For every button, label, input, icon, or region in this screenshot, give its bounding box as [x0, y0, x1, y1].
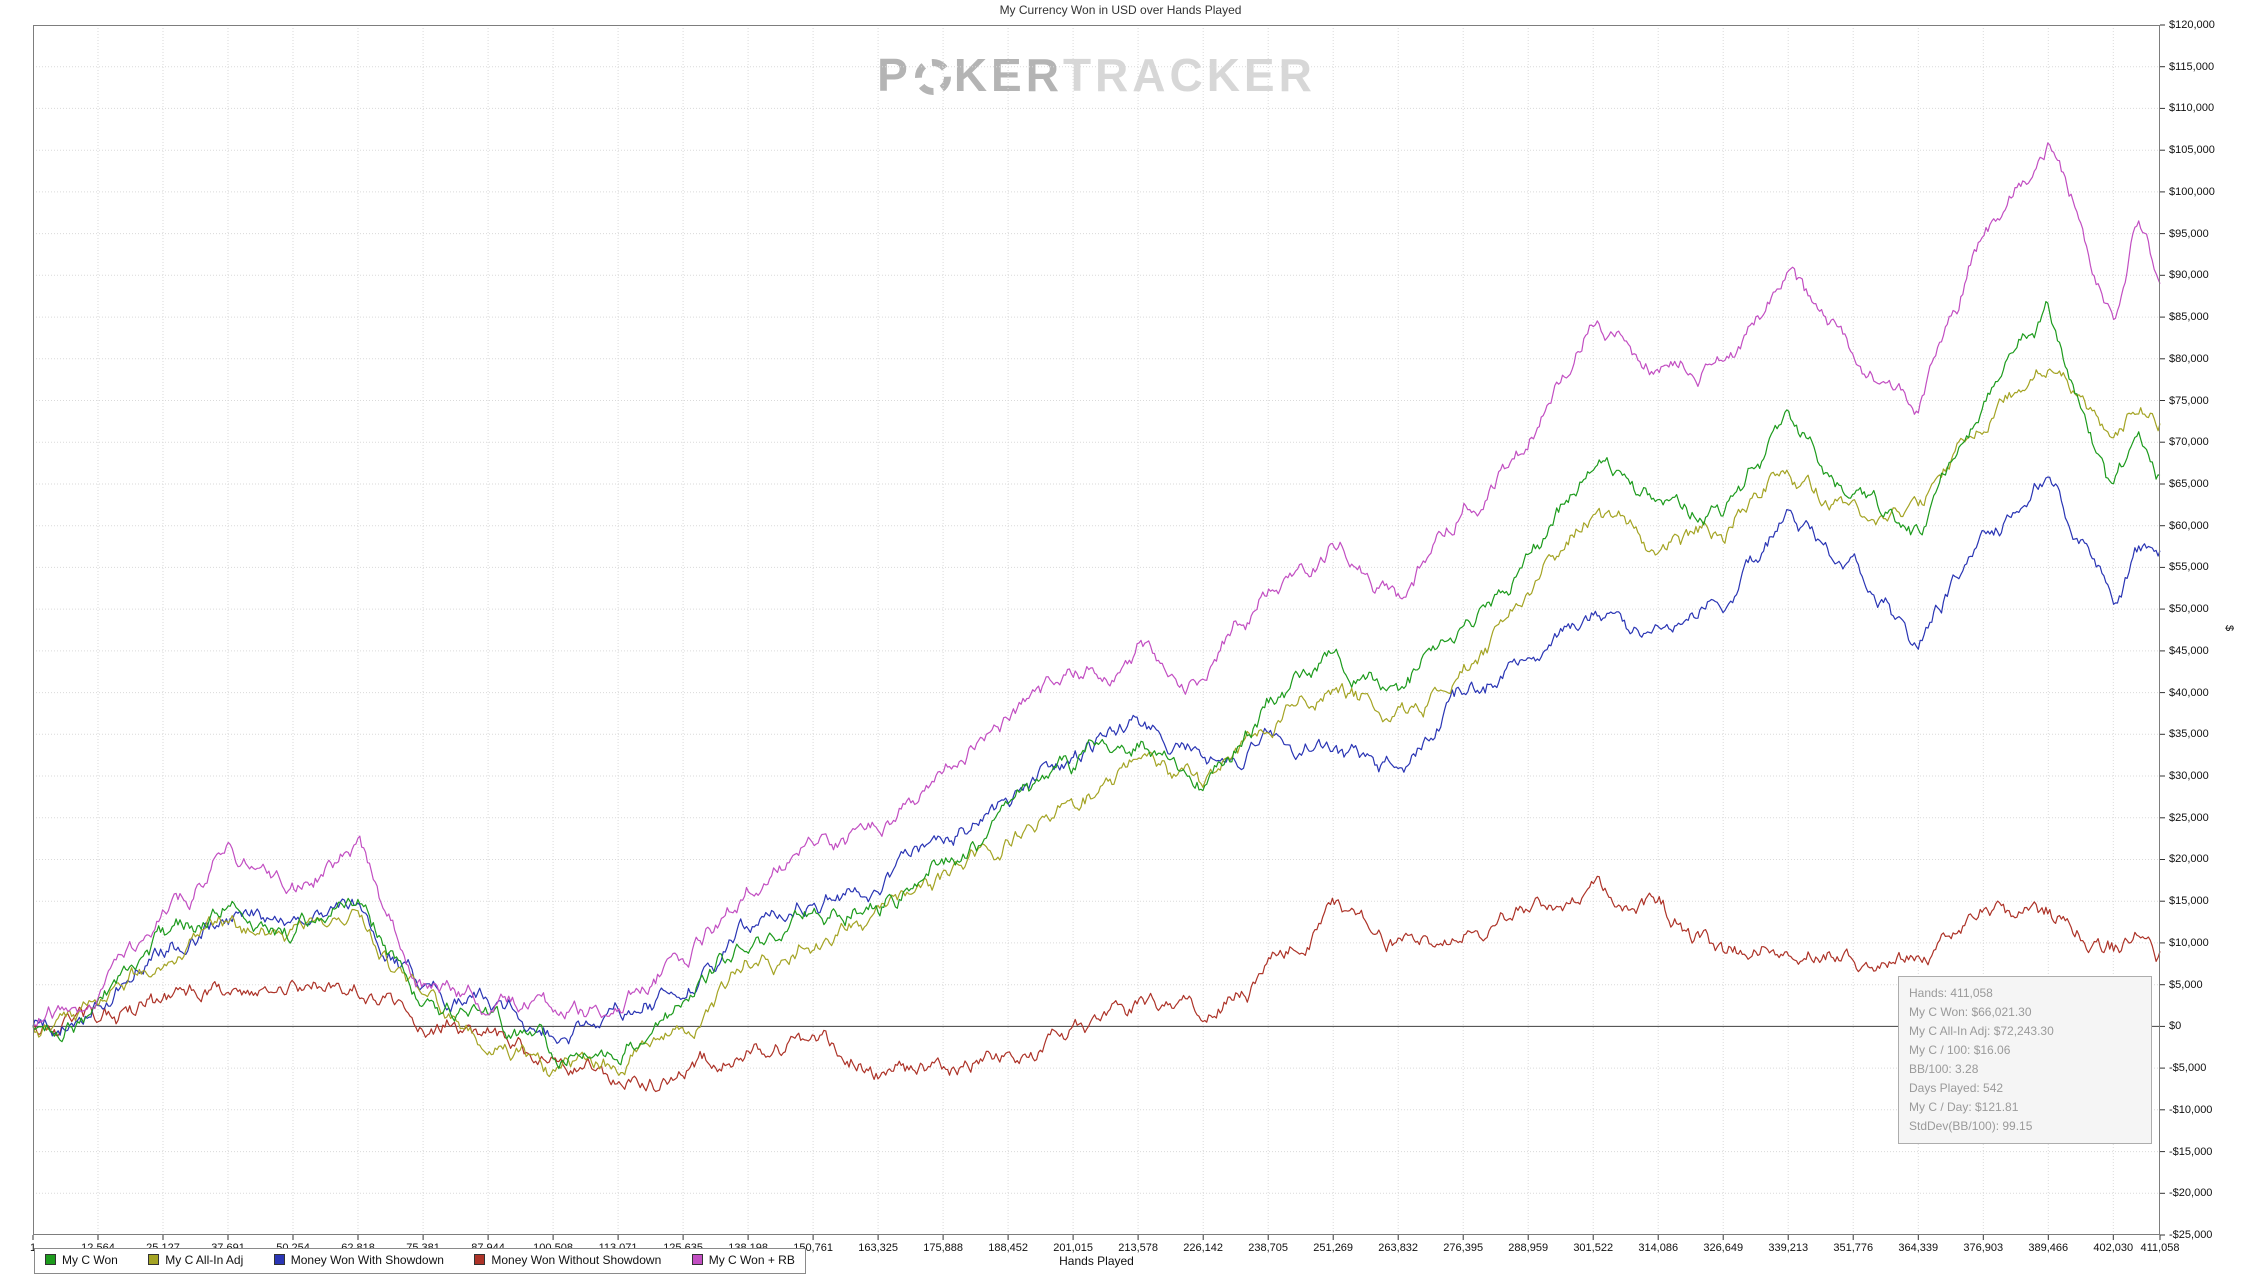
legend-label: Money Won With Showdown	[290, 1252, 444, 1267]
y-tick-label: $110,000	[2169, 102, 2215, 115]
y-tick-label: $70,000	[2169, 436, 2209, 449]
stats-line-my-c-100: My C / 100: $16.06	[1909, 1043, 2011, 1057]
y-tick-label: $5,000	[2169, 978, 2203, 991]
x-tick-label: 288,959	[1508, 1242, 1549, 1254]
y-tick-label: $90,000	[2169, 269, 2209, 282]
x-axis-title: Hands Played	[1059, 1254, 1134, 1268]
legend-item-rb[interactable]: My C Won + RB	[691, 1252, 795, 1267]
y-tick-label: $105,000	[2169, 144, 2215, 157]
legend-swatch-all-in-adj	[148, 1254, 160, 1265]
y-tick-label: -$20,000	[2169, 1187, 2213, 1200]
poker-chip-icon	[914, 59, 951, 95]
x-tick-label: 201,015	[1053, 1242, 1093, 1254]
y-tick-label: $40,000	[2169, 686, 2209, 699]
y-tick-label: $80,000	[2169, 352, 2209, 365]
x-tick-label: 339,213	[1768, 1242, 1809, 1254]
y-tick-label: $115,000	[2169, 60, 2215, 73]
x-tick-label: 301,522	[1573, 1242, 1614, 1254]
x-tick-label: 376,903	[1963, 1242, 2004, 1254]
y-tick-label: $0	[2169, 1020, 2182, 1033]
legend: My C Won My C All-In Adj Money Won With …	[34, 1248, 806, 1274]
legend-label: My C All-In Adj	[165, 1252, 244, 1267]
y-tick-label: $35,000	[2169, 728, 2209, 741]
y-tick-label: $100,000	[2169, 185, 2215, 198]
legend-item-all-in-adj[interactable]: My C All-In Adj	[148, 1253, 243, 1267]
x-tick-label: 351,776	[1833, 1242, 1874, 1254]
legend-swatch-with-showdown	[273, 1254, 285, 1265]
watermark-p: P	[877, 49, 912, 101]
y-tick-label: $25,000	[2169, 811, 2209, 824]
x-tick-label: 364,339	[1898, 1242, 1939, 1254]
legend-swatch-my-c-won	[45, 1254, 56, 1265]
x-tick-label: 389,466	[2028, 1242, 2069, 1254]
stats-line-all-in-adj: My C All-In Adj: $72,243.30	[1909, 1024, 2054, 1038]
stats-line-hands: Hands: 411,058	[1909, 986, 1993, 1000]
y-tick-label: $20,000	[2169, 853, 2209, 866]
y-tick-label: $85,000	[2169, 311, 2209, 324]
y-tick-label: $10,000	[2169, 936, 2209, 949]
stats-line-stddev: StdDev(BB/100): 99.15	[1909, 1119, 2033, 1133]
x-tick-label: 175,888	[923, 1242, 963, 1254]
y-tick-label: $55,000	[2169, 561, 2209, 574]
y-tick-label: $75,000	[2169, 394, 2209, 407]
stats-tooltip: Hands: 411,058 My C Won: $66,021.30 My C…	[1898, 976, 2152, 1144]
x-tick-label: 263,832	[1378, 1242, 1419, 1254]
y-tick-label: $15,000	[2169, 895, 2209, 908]
legend-swatch-without-showdown	[474, 1254, 486, 1265]
legend-item-with-showdown[interactable]: Money Won With Showdown	[273, 1252, 444, 1267]
stats-line-days-played: Days Played: 542	[1909, 1081, 2004, 1095]
stats-line-my-c-won: My C Won: $66,021.30	[1909, 1005, 2032, 1019]
x-tick-label: 276,395	[1443, 1242, 1484, 1254]
x-tick-label: 314,086	[1638, 1242, 1679, 1254]
x-tick-label: 402,030	[2093, 1242, 2134, 1254]
y-tick-label: -$10,000	[2169, 1103, 2213, 1116]
y-tick-label: -$15,000	[2169, 1145, 2213, 1158]
stats-line-bb-100: BB/100: 3.28	[1909, 1062, 1979, 1076]
legend-label: Money Won Without Showdown	[491, 1252, 662, 1267]
legend-item-my-c-won[interactable]: My C Won	[45, 1253, 118, 1267]
legend-label: My C Won	[62, 1252, 118, 1267]
watermark-tracker: TRACKER	[1062, 49, 1316, 101]
x-tick-label: 1	[29, 1242, 37, 1254]
x-tick-label: 188,452	[988, 1242, 1028, 1254]
x-tick-label: 226,142	[1183, 1242, 1224, 1254]
x-tick-label: 251,269	[1313, 1242, 1354, 1254]
x-tick-label: 213,578	[1118, 1242, 1159, 1254]
legend-item-without-showdown[interactable]: Money Won Without Showdown	[474, 1253, 661, 1267]
x-tick-label: 326,649	[1703, 1242, 1744, 1254]
watermark-ker: KER	[953, 49, 1063, 101]
y-tick-label: $120,000	[2169, 19, 2215, 31]
chart-title: My Currency Won in USD over Hands Played	[999, 3, 1242, 17]
x-tick-label: 411,058	[2140, 1242, 2180, 1254]
y-axis-title: $	[2223, 624, 2236, 632]
y-tick-label: $60,000	[2169, 519, 2209, 532]
y-tick-label: -$5,000	[2169, 1062, 2207, 1075]
legend-swatch-rb	[691, 1254, 703, 1265]
y-tick-label: -$25,000	[2169, 1229, 2213, 1241]
y-tick-label: $30,000	[2169, 770, 2209, 783]
y-tick-label: $50,000	[2169, 603, 2209, 616]
y-tick-label: $65,000	[2169, 477, 2209, 490]
legend-label: My C Won + RB	[708, 1252, 795, 1267]
stats-line-my-c-day: My C / Day: $121.81	[1909, 1100, 2019, 1114]
x-tick-label: 238,705	[1248, 1242, 1289, 1254]
pokertracker-watermark: P KERTRACKER	[33, 48, 2160, 102]
x-tick-label: 163,325	[858, 1242, 898, 1254]
y-tick-label: $45,000	[2169, 644, 2209, 657]
y-tick-label: $95,000	[2169, 227, 2209, 240]
